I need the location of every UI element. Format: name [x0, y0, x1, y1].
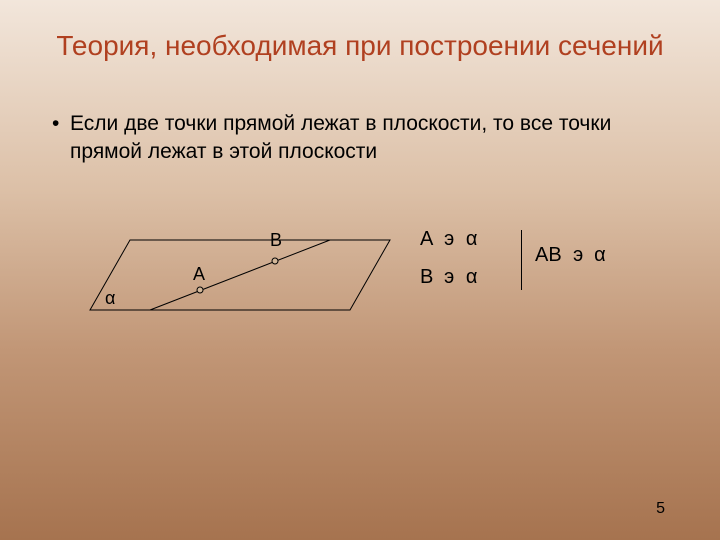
math-expressions: A є α B є α AB є α [420, 228, 680, 318]
expr-result: AB є α [535, 244, 606, 267]
expr-a-in-alpha: A є α [420, 228, 477, 251]
slide-title: Теория, необходимая при построении сечен… [0, 30, 720, 62]
epsilon-icon: є [573, 244, 583, 267]
math-a: A [420, 228, 433, 250]
math-alpha-3: α [594, 244, 606, 266]
page-number: 5 [656, 500, 665, 518]
math-b: B [420, 266, 433, 288]
label-alpha: α [105, 288, 115, 309]
point-b [272, 258, 278, 264]
brace-icon [508, 230, 522, 290]
epsilon-icon: є [444, 266, 454, 289]
bullet-point: Если две точки прямой лежат в плоскости,… [70, 110, 680, 167]
math-alpha-2: α [466, 266, 478, 288]
line-ab [150, 240, 330, 310]
label-a: А [193, 264, 205, 285]
math-alpha-1: α [466, 228, 478, 250]
math-ab: AB [535, 244, 562, 266]
label-b: В [270, 230, 282, 251]
epsilon-icon: є [444, 228, 454, 251]
plane-diagram: В А α [50, 220, 370, 330]
expr-b-in-alpha: B є α [420, 266, 477, 289]
point-a [197, 287, 203, 293]
